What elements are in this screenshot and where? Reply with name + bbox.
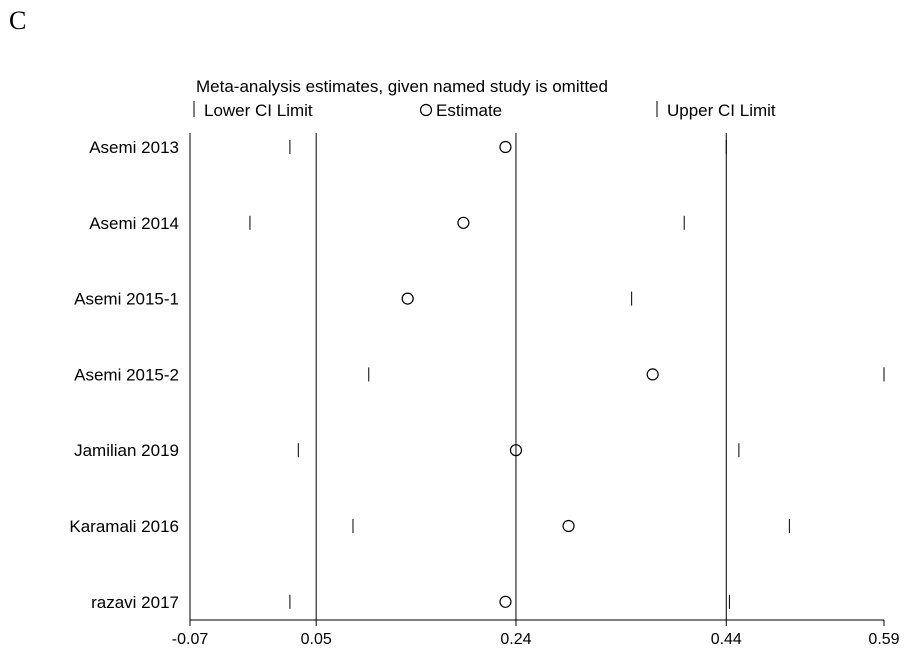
- study-row: Asemi 2015-2: [74, 365, 885, 384]
- study-rows: Asemi 2013 Asemi 2014 Asemi 2015-1 Asemi 20…: [69, 138, 885, 612]
- reference-lines: [315, 133, 727, 620]
- study-label: razavi 2017: [91, 593, 179, 612]
- study-row: Asemi 2015-1: [74, 290, 633, 309]
- axes: [189, 133, 884, 621]
- chart-title: Meta-analysis estimates, given named stu…: [196, 77, 608, 96]
- legend-lower-label: Lower CI Limit: [204, 101, 313, 120]
- x-tick-label: 0.24: [500, 631, 531, 648]
- legend-estimate-marker: [419, 103, 433, 117]
- study-label: Asemi 2015-1: [74, 290, 179, 309]
- estimate-point: [646, 368, 659, 381]
- estimate-point: [562, 519, 575, 533]
- study-label: Jamilian 2019: [74, 441, 179, 460]
- legend: Lower CI Limit Estimate Upper CI Limit: [193, 101, 776, 120]
- estimate-point: [499, 595, 512, 608]
- estimate-point: [457, 216, 470, 229]
- x-tick-label: -0.07: [172, 631, 209, 648]
- study-row: razavi 2017: [91, 593, 730, 612]
- study-label: Asemi 2015-2: [74, 365, 179, 384]
- x-tick-label: 0.44: [711, 631, 742, 648]
- x-tick-label: 0.59: [868, 631, 899, 648]
- study-label: Asemi 2014: [89, 214, 179, 233]
- study-label: Karamali 2016: [69, 517, 179, 536]
- x-axis-ticks: -0.07 0.05 0.24 0.44 0.59: [172, 620, 900, 648]
- estimate-point: [401, 292, 414, 305]
- study-row: Asemi 2014: [89, 214, 685, 233]
- x-tick-label: 0.05: [301, 631, 332, 648]
- estimate-point: [499, 140, 512, 154]
- study-row: Jamilian 2019: [74, 441, 740, 460]
- legend-estimate-label: Estimate: [436, 101, 502, 120]
- study-row: Karamali 2016: [69, 517, 790, 536]
- study-row: Asemi 2013: [89, 138, 727, 157]
- study-label: Asemi 2013: [89, 138, 179, 157]
- legend-upper-label: Upper CI Limit: [667, 101, 776, 120]
- panel-letter: C: [9, 6, 27, 35]
- estimate-point: [509, 444, 523, 457]
